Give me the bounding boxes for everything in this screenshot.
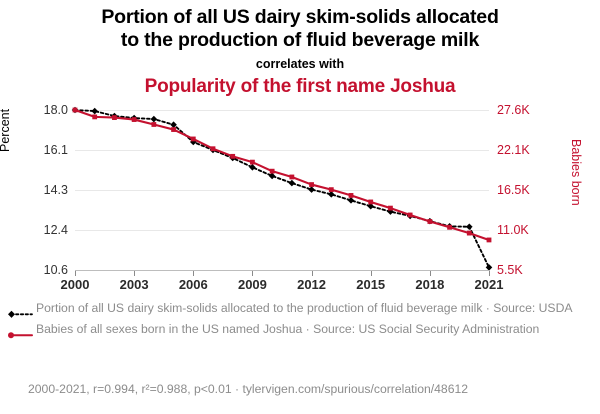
gridline bbox=[75, 190, 489, 191]
legend-label-joshua: Babies of all sexes born in the US named… bbox=[36, 321, 540, 336]
data-point-marker bbox=[190, 136, 196, 142]
x-axis-tick-mark bbox=[75, 271, 76, 276]
legend-item-joshua: Babies of all sexes born in the US named… bbox=[6, 321, 596, 338]
data-point-marker bbox=[249, 163, 256, 171]
chart-title-block: Portion of all US dairy skim-solids allo… bbox=[0, 6, 600, 99]
data-point-marker bbox=[347, 197, 355, 204]
y-axis-right-tick-label: 16.5K bbox=[497, 183, 530, 197]
data-point-marker bbox=[407, 212, 413, 218]
data-point-marker bbox=[447, 224, 452, 230]
x-axis-tick-label: 2012 bbox=[297, 277, 327, 292]
y-axis-right-tick-label: 5.5K bbox=[497, 263, 523, 277]
x-axis-tick-mark bbox=[370, 271, 372, 276]
x-axis-tick-label: 2006 bbox=[178, 277, 208, 292]
data-point-marker bbox=[309, 182, 314, 187]
y-axis-left-tick-label: 12.4 bbox=[43, 223, 68, 237]
gridline bbox=[75, 230, 489, 231]
chart-legend: Portion of all US dairy skim-solids allo… bbox=[6, 301, 596, 342]
y-axis-left-tick-label: 10.6 bbox=[43, 263, 68, 277]
x-axis-tick-label: 2000 bbox=[60, 277, 90, 292]
data-point-marker bbox=[485, 264, 493, 271]
series-line-dairy bbox=[74, 109, 490, 269]
x-axis-tick-label: 2003 bbox=[119, 277, 149, 292]
chart-title-connector: correlates with bbox=[255, 57, 345, 71]
data-point-marker bbox=[328, 187, 334, 193]
data-point-marker bbox=[288, 179, 296, 187]
data-point-marker bbox=[151, 122, 157, 127]
black-diamond-dotted-marker-icon bbox=[7, 306, 33, 318]
y-axis-right-title: Babies born bbox=[569, 139, 583, 206]
data-point-marker bbox=[250, 159, 255, 165]
series-line-joshua bbox=[74, 109, 490, 241]
data-point-marker bbox=[368, 199, 374, 205]
red-dot-solid-marker-icon bbox=[7, 327, 33, 338]
x-axis-tick-mark bbox=[193, 271, 195, 276]
x-axis-tick-label: 2009 bbox=[237, 277, 267, 292]
data-point-marker bbox=[269, 168, 275, 174]
gridline bbox=[75, 150, 489, 151]
x-axis-tick-label: 2018 bbox=[415, 277, 445, 292]
data-point-marker bbox=[210, 146, 216, 152]
y-axis-left-tick-label: 14.3 bbox=[43, 183, 68, 197]
data-point-marker bbox=[427, 219, 433, 224]
data-point-marker bbox=[150, 115, 158, 123]
data-point-marker bbox=[268, 172, 276, 180]
x-axis-tick-mark bbox=[252, 271, 254, 276]
y-axis-left-tick-label: 18.0 bbox=[43, 103, 68, 117]
y-axis-right-tick-label: 22.1K bbox=[497, 143, 530, 157]
chart-title-line2: to the production of fluid beverage milk bbox=[120, 29, 480, 51]
x-axis-tick-mark bbox=[429, 271, 431, 276]
data-point-marker bbox=[289, 174, 295, 180]
x-axis-tick-mark bbox=[134, 271, 136, 276]
legend-label-dairy: Portion of all US dairy skim-solids allo… bbox=[36, 301, 573, 315]
x-axis-tick-label: 2021 bbox=[474, 277, 504, 292]
y-axis-left-tick-label: 16.1 bbox=[43, 143, 68, 157]
data-point-marker bbox=[466, 230, 472, 236]
data-point-marker bbox=[91, 107, 99, 115]
data-point-marker bbox=[92, 114, 98, 120]
data-point-marker bbox=[367, 202, 375, 210]
legend-item-dairy: Portion of all US dairy skim-solids allo… bbox=[6, 301, 596, 318]
data-point-marker bbox=[171, 127, 176, 132]
y-axis-right-ticks: 5.5K 11.0K 16.5K 22.1K 27.6K bbox=[497, 103, 567, 277]
data-point-marker bbox=[486, 237, 492, 243]
data-point-marker bbox=[465, 223, 473, 231]
data-point-marker bbox=[230, 153, 236, 159]
x-axis-tick-mark bbox=[311, 271, 313, 276]
data-point-marker bbox=[72, 107, 78, 113]
y-axis-right-tick-label: 27.6K bbox=[497, 103, 530, 117]
x-axis-tick-label: 2015 bbox=[356, 277, 386, 292]
data-point-marker bbox=[308, 186, 315, 193]
x-axis-tick-mark bbox=[489, 271, 490, 276]
chart-title-line1: Portion of all US dairy skim-solids allo… bbox=[101, 6, 499, 28]
data-point-marker bbox=[112, 115, 117, 120]
x-axis-line bbox=[75, 270, 489, 271]
series-lines bbox=[71, 106, 493, 271]
y-axis-left-ticks: 10.6 12.4 14.3 16.1 18.0 bbox=[0, 103, 68, 277]
gridline bbox=[75, 110, 489, 111]
chart-subtitle: Popularity of the first name Joshua bbox=[144, 76, 456, 97]
plot-area bbox=[71, 106, 493, 271]
legend-footer-note: 2000-2021, r=0.994, r²=0.988, p<0.01 · t… bbox=[28, 382, 469, 396]
data-point-marker bbox=[388, 205, 393, 211]
data-point-marker bbox=[348, 193, 354, 198]
y-axis-right-tick-label: 11.0K bbox=[497, 223, 529, 237]
data-point-marker bbox=[131, 117, 137, 122]
